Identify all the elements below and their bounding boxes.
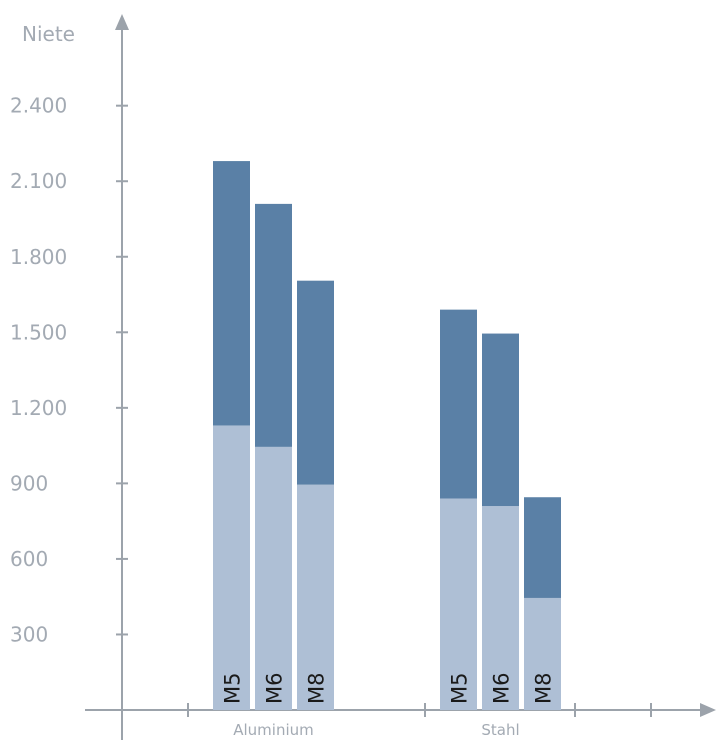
- bar-upper-segment: [213, 161, 250, 426]
- bar-upper-segment: [524, 497, 561, 598]
- axes: [85, 14, 716, 740]
- y-tick-label: 1.800: [10, 245, 67, 269]
- bar-lower-segment: [440, 498, 477, 710]
- bar-upper-segment: [440, 309, 477, 499]
- bar-lower-segment: [524, 597, 561, 710]
- bar-lower-segment: [213, 425, 250, 710]
- y-tick-label: 1.500: [10, 320, 67, 344]
- category-label: Stahl: [481, 721, 519, 739]
- y-axis-label: Niete: [22, 22, 75, 46]
- category-label: Aluminium: [233, 721, 314, 739]
- bar-upper-segment: [482, 333, 519, 507]
- x-axis-arrow: [700, 703, 716, 717]
- bar-upper-segment: [255, 203, 292, 447]
- y-tick-label: 2.400: [10, 94, 67, 118]
- bar-lower-segment: [255, 446, 292, 710]
- bar-upper-segment: [297, 280, 334, 485]
- y-tick-label: 900: [10, 471, 48, 495]
- labels: 300 600 900 1.200 1.500 1.800 2.100 2.400 Niete M…: [10, 22, 556, 739]
- y-tick-label: 2.100: [10, 169, 67, 193]
- bar-label: M5: [448, 673, 472, 704]
- bar-lower-segment: [297, 484, 334, 710]
- y-tick-label: 300: [10, 622, 48, 646]
- bar-lower-segment: [482, 506, 519, 710]
- y-tick-label: 1.200: [10, 396, 67, 420]
- bar-label: M5: [221, 673, 245, 704]
- bar-label: M6: [490, 673, 514, 704]
- bar-label: M6: [263, 673, 287, 704]
- bars: [213, 161, 561, 710]
- y-axis-arrow: [115, 14, 129, 30]
- y-tick-label: 600: [10, 547, 48, 571]
- bar-label: M8: [305, 673, 329, 704]
- bar-label: M8: [532, 673, 556, 704]
